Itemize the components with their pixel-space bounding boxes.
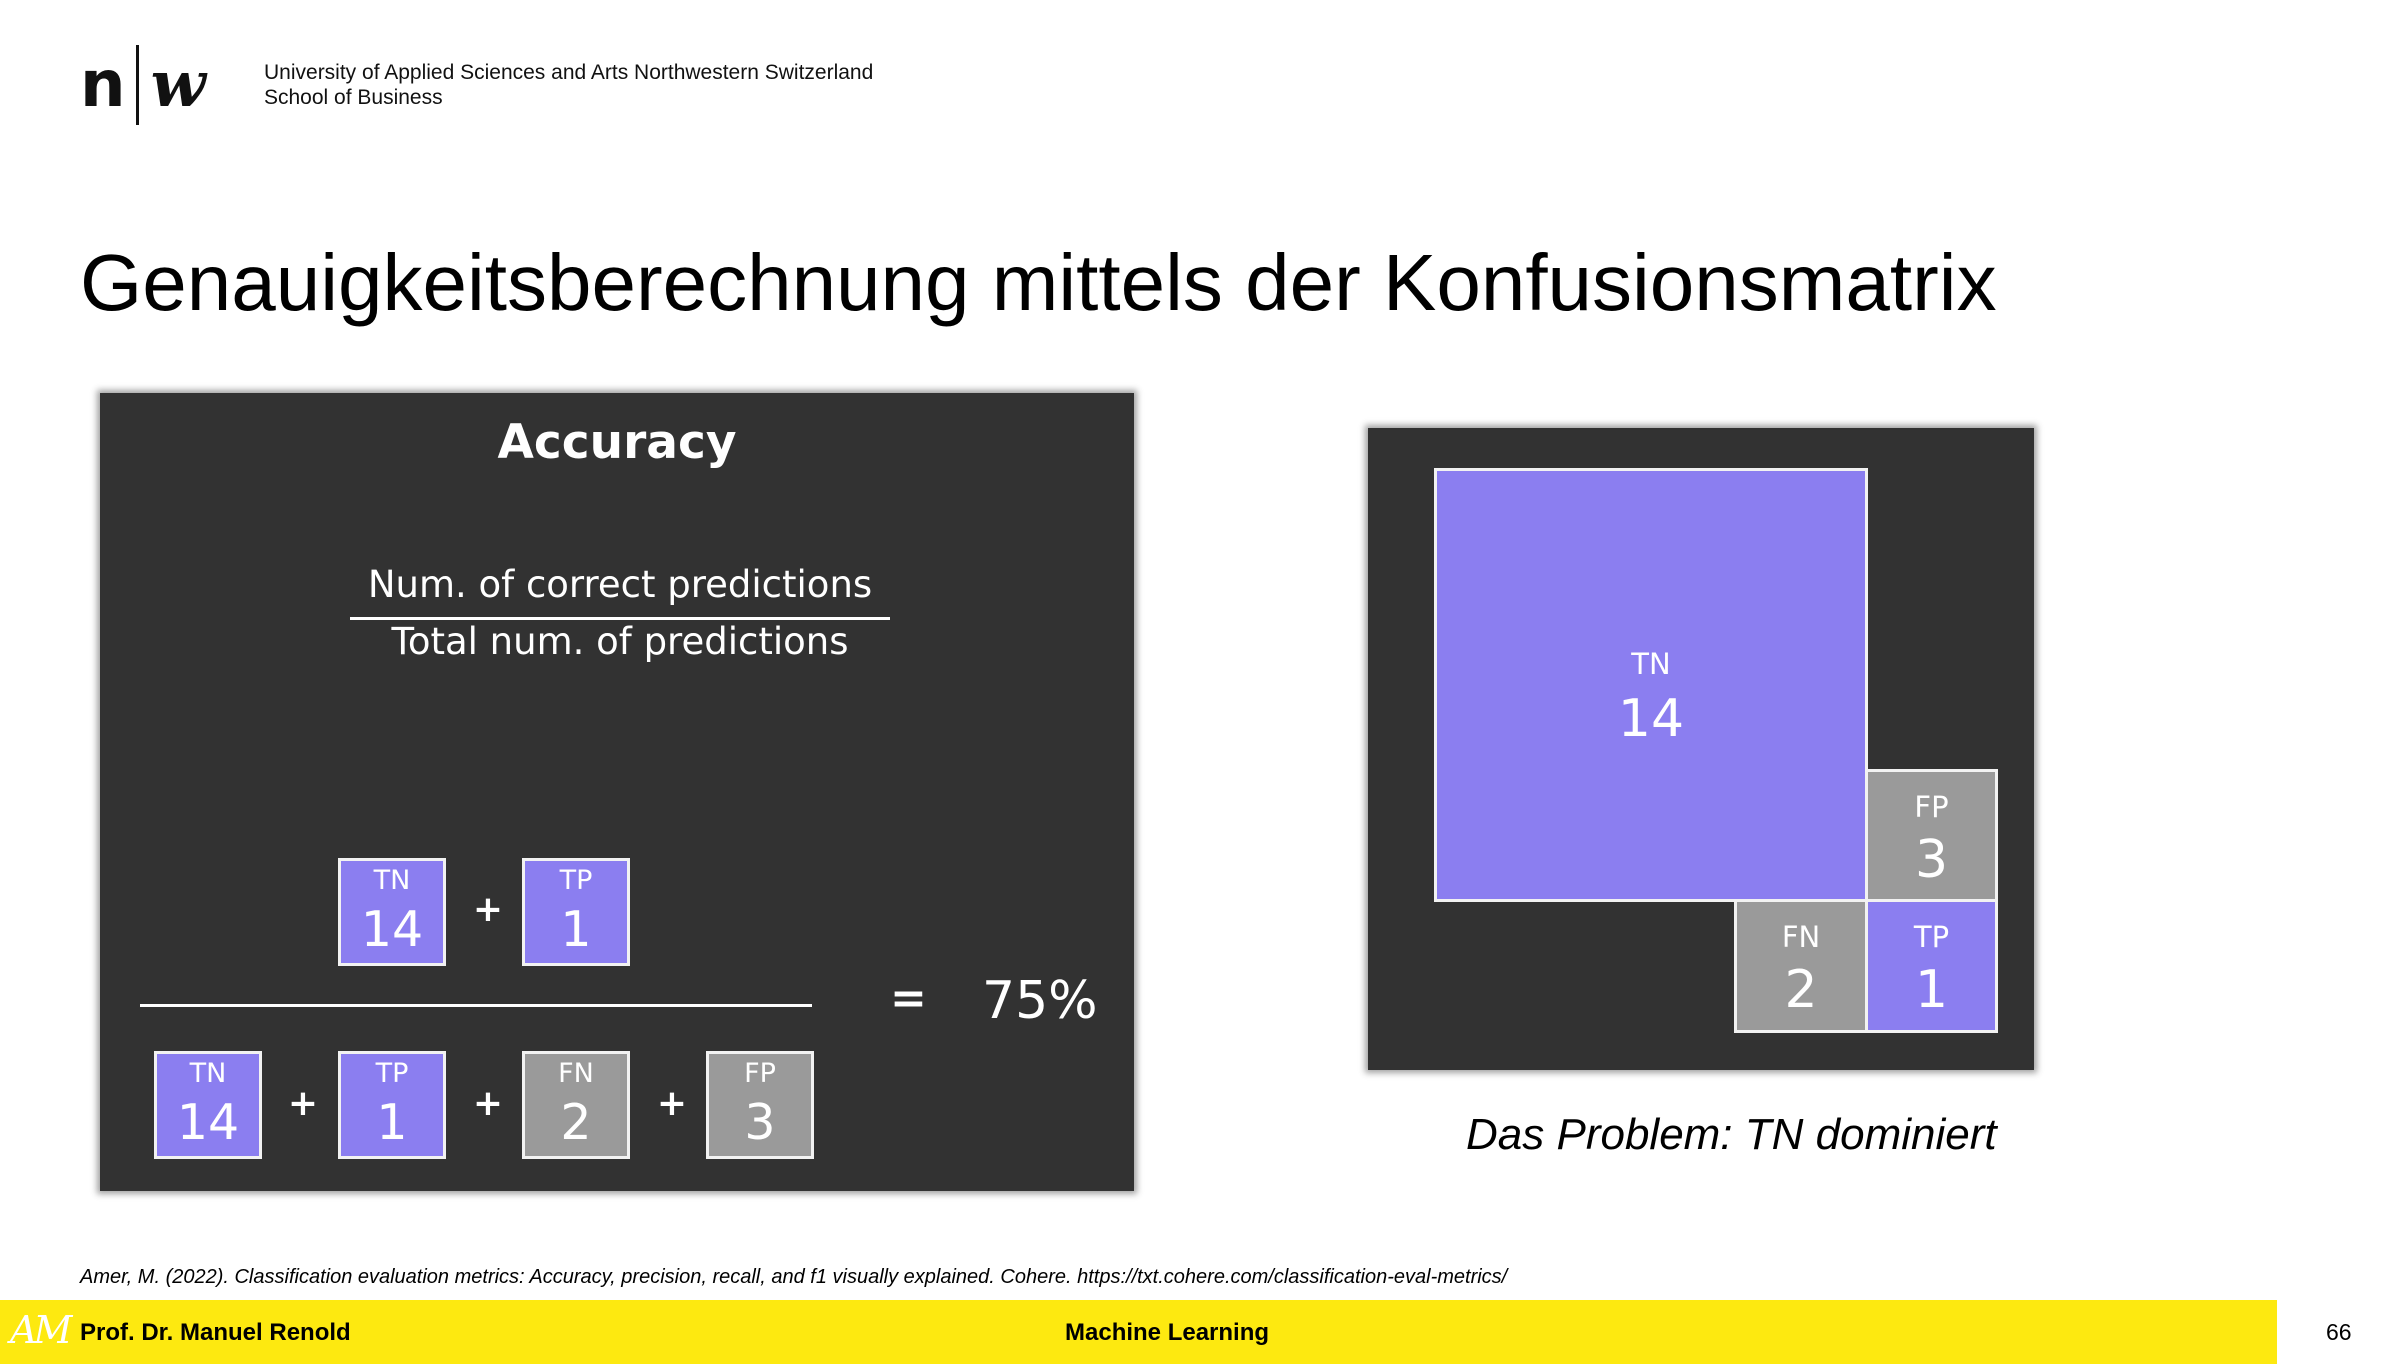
plus-sign: +: [472, 889, 504, 930]
matrix-cell-fn: FN 2: [1734, 899, 1868, 1033]
footer-course: Machine Learning: [1065, 1319, 1270, 1346]
matrix-caption: Das Problem: TN dominiert: [1466, 1110, 1997, 1159]
box-value: 1: [560, 901, 592, 958]
equals-sign: =: [890, 973, 927, 1024]
logo-divider: [135, 45, 139, 125]
box-label: FP: [744, 1058, 776, 1089]
institution-line-1: University of Applied Sciences and Arts …: [264, 61, 874, 84]
cell-value: 14: [1617, 689, 1685, 749]
logo-w: w: [150, 47, 206, 122]
box-value: 14: [176, 1094, 240, 1151]
slide-title: Genauigkeitsberechnung mittels der Konfu…: [80, 238, 1997, 327]
logo-n: n: [80, 48, 126, 122]
box-label: FN: [558, 1058, 594, 1089]
cell-label: FP: [1914, 790, 1949, 824]
cell-value: 2: [1784, 960, 1818, 1020]
box-value: 3: [744, 1094, 776, 1151]
box-label: TN: [189, 1058, 227, 1089]
box-value: 2: [560, 1094, 592, 1151]
box-label: TP: [559, 865, 593, 896]
box-label: TP: [375, 1058, 409, 1089]
cell-value: 1: [1914, 960, 1949, 1020]
accuracy-panel: Accuracy Num. of correct predictions Tot…: [100, 393, 1134, 1191]
matrix-cell-tn: TN 14: [1434, 468, 1868, 902]
denominator-box-fp: FP 3: [706, 1051, 814, 1159]
cell-value: 3: [1914, 830, 1949, 890]
fhnw-logo: n w: [80, 40, 206, 130]
footer-author: Prof. Dr. Manuel Renold: [80, 1319, 351, 1346]
plus-sign: +: [656, 1083, 688, 1124]
numerator-box-tn: TN 14: [338, 858, 446, 966]
denominator-box-tp: TP 1: [338, 1051, 446, 1159]
accuracy-result: 75%: [982, 971, 1098, 1031]
denominator-box-tn: TN 14: [154, 1051, 262, 1159]
cell-label: TP: [1913, 920, 1950, 954]
cell-label: FN: [1781, 920, 1821, 954]
accuracy-heading: Accuracy: [497, 415, 737, 470]
confusion-matrix-panel: TN 14 FP 3 FN 2 TP 1: [1368, 428, 2034, 1070]
am-monogram-logo: AM: [10, 1308, 72, 1352]
plus-sign: +: [287, 1083, 319, 1124]
institution-line-2: School of Business: [264, 86, 443, 109]
box-value: 1: [376, 1094, 408, 1151]
page-number: 66: [2326, 1319, 2352, 1345]
footer-bar: AM Prof. Dr. Manuel Renold Machine Learn…: [0, 1300, 2277, 1364]
matrix-cell-tp: TP 1: [1865, 899, 1998, 1033]
fraction-denominator: Total num. of predictions: [391, 620, 849, 663]
box-value: 14: [360, 901, 424, 958]
institution-name: University of Applied Sciences and Arts …: [264, 60, 873, 110]
division-line: [140, 1004, 812, 1007]
cell-label: TN: [1631, 647, 1671, 681]
box-label: TN: [373, 865, 411, 896]
denominator-box-fn: FN 2: [522, 1051, 630, 1159]
matrix-cell-fp: FP 3: [1865, 769, 1998, 902]
numerator-box-tp: TP 1: [522, 858, 630, 966]
fraction-line: [350, 617, 890, 620]
fraction-numerator: Num. of correct predictions: [367, 563, 873, 606]
reference-citation: Amer, M. (2022). Classification evaluati…: [80, 1266, 1508, 1288]
plus-sign: +: [472, 1083, 504, 1124]
